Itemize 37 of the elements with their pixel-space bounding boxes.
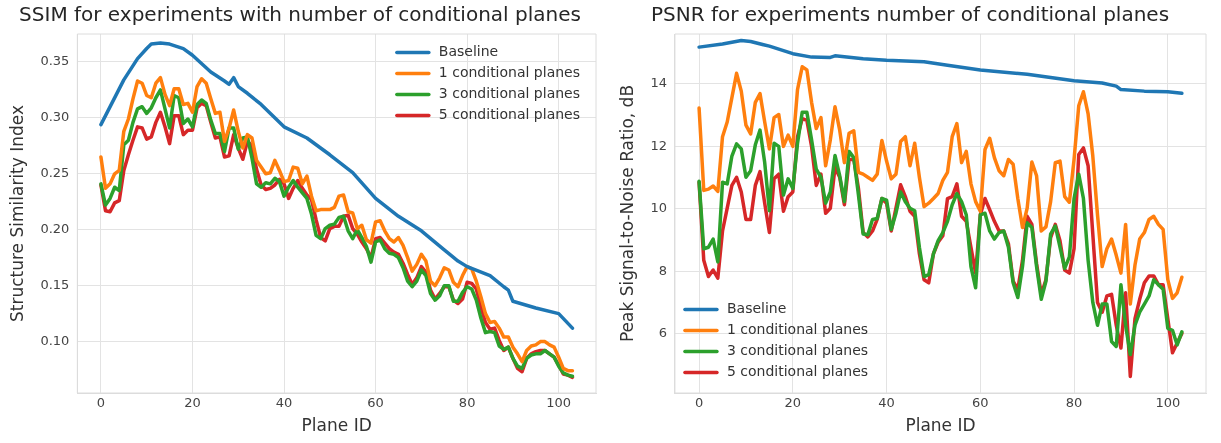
y-axis-title: Structure Similarity Index: [6, 104, 27, 323]
legend-label: 5 conditional planes: [438, 106, 581, 123]
y-tick-label: 12: [650, 137, 667, 153]
y-tick-label: 14: [650, 75, 667, 91]
x-tick-label: 40: [878, 395, 895, 411]
x-tick-label: 40: [275, 395, 293, 411]
legend-label: Baseline: [438, 43, 499, 60]
x-tick-label: 20: [184, 395, 201, 411]
y-tick-label: 0.35: [40, 53, 70, 69]
chart-title: SSIM for experiments with number of conditional planes: [19, 2, 581, 27]
x-tick-label: 60: [367, 395, 384, 411]
x-axis-title: Plane ID: [905, 415, 976, 436]
y-tick-label: 6: [658, 325, 667, 341]
y-tick-label: 10: [650, 200, 667, 216]
x-tick-label: 100: [1155, 395, 1181, 411]
y-tick-label: 0.30: [40, 109, 70, 125]
x-tick-label: 20: [784, 395, 802, 411]
x-axis-title: Plane ID: [301, 415, 372, 436]
x-tick-label: 100: [546, 395, 572, 411]
x-tick-label: 80: [458, 395, 476, 411]
y-tick-label: 0.15: [40, 277, 70, 293]
legend-label: 1 conditional planes: [438, 64, 581, 81]
x-tick-label: 60: [972, 395, 989, 411]
legend-label: Baseline: [726, 300, 787, 317]
legend-label: 3 conditional planes: [726, 342, 869, 359]
legend-label: 1 conditional planes: [726, 321, 869, 338]
y-tick-label: 0.25: [40, 165, 70, 181]
chart-title: PSNR for experiments number of conditional planes: [650, 2, 1170, 27]
legend-label: 5 conditional planes: [726, 363, 869, 380]
x-tick-label: 80: [1065, 395, 1083, 411]
x-tick-label: 0: [694, 395, 704, 411]
y-tick-label: 0.20: [40, 221, 70, 237]
y-tick-label: 0.10: [40, 332, 70, 348]
y-tick-label: 8: [658, 262, 667, 278]
legend-label: 3 conditional planes: [438, 85, 581, 102]
x-tick-label: 0: [96, 395, 106, 411]
y-axis-title: Peak Signal-to-Noise Ratio, dB: [616, 84, 637, 343]
